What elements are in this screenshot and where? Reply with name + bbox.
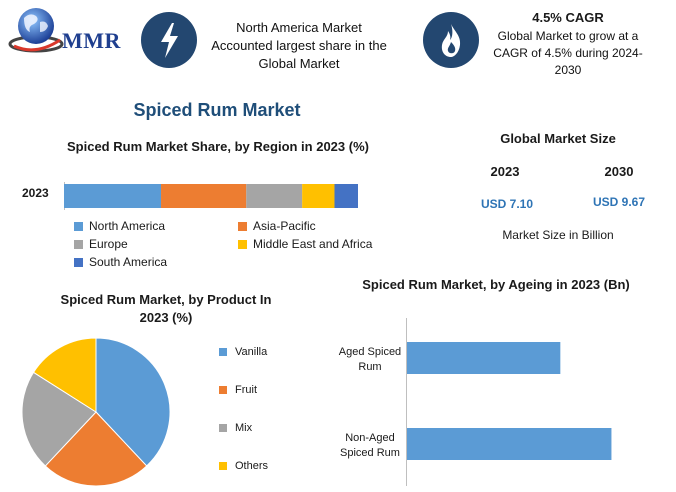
legend-swatch	[238, 221, 247, 231]
market-size-value-2030: USD 9.67	[592, 195, 646, 209]
page-title: Spiced Rum Market	[133, 100, 301, 120]
brand-logo	[6, 4, 136, 54]
region-legend: North America Asia-Pacific Europe Middle Ea…	[74, 219, 394, 275]
ageing-category-label-non-aged-spiced-rum: Non-Aged Spiced Rum	[340, 432, 400, 459]
ageing-bar-non-aged-spiced-rum	[407, 428, 612, 460]
ageing-chart-title: Spiced Rum Market, by Ageing in 2023 (Bn…	[362, 277, 630, 292]
legend-label: North America	[89, 219, 166, 233]
region-bar-segment-north-america	[64, 184, 162, 208]
region-bar-segment-asia-pacific	[161, 184, 247, 208]
product-legend-item-vanilla: Vanilla	[219, 346, 267, 358]
region-chart-title: Spiced Rum Market Share, by Region in 20…	[67, 139, 369, 154]
region-legend-item-asia-pacific: Asia-Pacific	[238, 219, 316, 233]
ageing-bar-chart: Aged Spiced Rum Non-Aged Spiced Rum	[339, 318, 612, 486]
region-stacked-bar	[64, 182, 358, 210]
product-legend-item-fruit: Fruit	[219, 384, 257, 396]
legend-swatch	[74, 239, 83, 249]
region-bar-segment-middle-east-and-africa	[302, 184, 335, 208]
legend-label: Middle East and Africa	[253, 237, 373, 251]
region-chart-year-label: 2023	[22, 186, 49, 200]
legend-label: Mix	[235, 422, 253, 434]
ageing-bar-aged-spiced-rum	[407, 342, 561, 374]
badge1-text: North America Market Accounted largest s…	[211, 20, 387, 71]
flame-icon	[441, 24, 461, 57]
product-legend: Vanilla Fruit Mix Others	[219, 346, 299, 482]
ageing-category-label-aged-spiced-rum: Aged Spiced Rum	[339, 346, 401, 373]
region-bar-segment-south-america	[334, 184, 358, 208]
legend-label: Asia-Pacific	[253, 219, 316, 233]
legend-swatch	[238, 239, 247, 249]
cagr-title: 4.5% CAGR	[532, 10, 604, 25]
badge2-text: Global Market to grow at a CAGR of 4.5% …	[493, 29, 643, 77]
product-chart-title: Spiced Rum Market, by Product In 2023 (%…	[60, 292, 272, 325]
legend-swatch	[74, 257, 83, 267]
region-legend-item-middle-east-and-africa: Middle East and Africa	[238, 237, 372, 251]
lightning-icon	[161, 23, 178, 58]
market-size-title: Global Market Size	[500, 131, 616, 146]
product-legend-item-others: Others	[219, 460, 268, 472]
brand-logo-text: MMR	[62, 28, 121, 53]
market-size-note: Market Size in Billion	[502, 228, 614, 242]
legend-swatch	[219, 424, 227, 432]
lightning-badge	[141, 12, 197, 68]
region-legend-item-europe: Europe	[74, 237, 128, 251]
product-pie-chart	[21, 337, 171, 487]
legend-swatch	[74, 221, 83, 231]
flame-badge	[423, 12, 479, 68]
legend-label: South America	[89, 255, 168, 269]
legend-label: Vanilla	[235, 346, 268, 358]
pie-slice-fruit	[44, 411, 148, 487]
legend-label: Europe	[89, 237, 128, 251]
globe-icon	[8, 8, 64, 53]
pie-slice-mix	[21, 371, 97, 467]
region-bar-segment-europe	[246, 184, 303, 208]
market-size-year-2030: 2030	[604, 164, 634, 179]
legend-label: Fruit	[235, 384, 257, 396]
region-legend-item-north-america: North America	[74, 219, 165, 233]
region-legend-item-south-america: South America	[74, 255, 167, 269]
product-legend-item-mix: Mix	[219, 422, 252, 434]
legend-swatch	[219, 462, 227, 470]
legend-label: Others	[235, 460, 269, 472]
legend-swatch	[219, 386, 227, 394]
legend-swatch	[219, 348, 227, 356]
market-size-year-2023: 2023	[490, 164, 520, 179]
pie-slice-others	[32, 337, 97, 413]
pie-slice-vanilla	[95, 337, 171, 467]
market-size-value-2023: USD 7.10	[480, 197, 534, 211]
